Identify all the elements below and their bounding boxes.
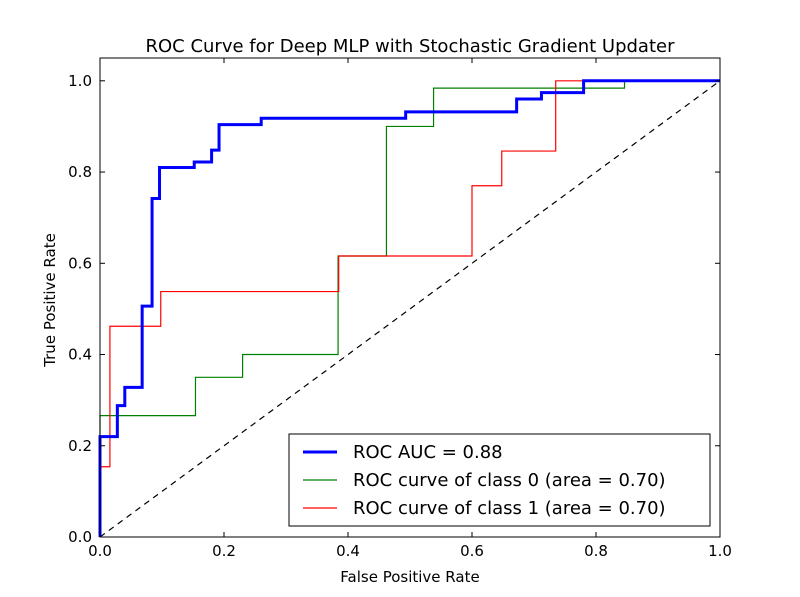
legend-label-roc-auc: ROC AUC = 0.88: [353, 442, 503, 463]
roc-auc-line: [98, 79, 720, 537]
y-tick-label: 0.2: [68, 437, 92, 455]
y-axis-label: True Positive Rate: [41, 233, 59, 368]
legend-box: [288, 433, 711, 527]
x-tick-label: 0.0: [88, 542, 112, 560]
y-tick-label: 0.8: [68, 163, 92, 181]
x-tick-label: 1.0: [708, 542, 732, 560]
class-1-roc-line: [99, 80, 720, 537]
y-tick-label: 0.0: [68, 528, 92, 546]
x-axis-label: False Positive Rate: [340, 568, 479, 586]
axis-ticks: 0.0 0.2 0.4 0.6 0.8 1.0 0.0 0.2 0.4 0.6 0.8 1.0: [68, 58, 732, 560]
legend: ROC AUC = 0.88 ROC curve of class 0 (are…: [288, 433, 711, 527]
chart-title: ROC Curve for Deep MLP with Stochastic G…: [145, 36, 675, 57]
plot-frame: [99, 57, 721, 538]
x-tick-label: 0.2: [212, 542, 236, 560]
plot-lines: [98, 79, 721, 538]
x-tick-label: 0.4: [336, 542, 360, 560]
y-tick-label: 0.6: [68, 254, 92, 272]
class-0-roc-line: [99, 80, 720, 537]
x-tick-label: 0.8: [584, 542, 608, 560]
x-tick-label: 0.6: [460, 542, 484, 560]
y-tick-label: 0.4: [68, 346, 92, 364]
legend-label-class-0: ROC curve of class 0 (area = 0.70): [353, 470, 666, 491]
chance-diagonal-line: [99, 80, 721, 538]
y-tick-label: 1.0: [68, 72, 92, 90]
legend-label-class-1: ROC curve of class 1 (area = 0.70): [353, 498, 666, 519]
